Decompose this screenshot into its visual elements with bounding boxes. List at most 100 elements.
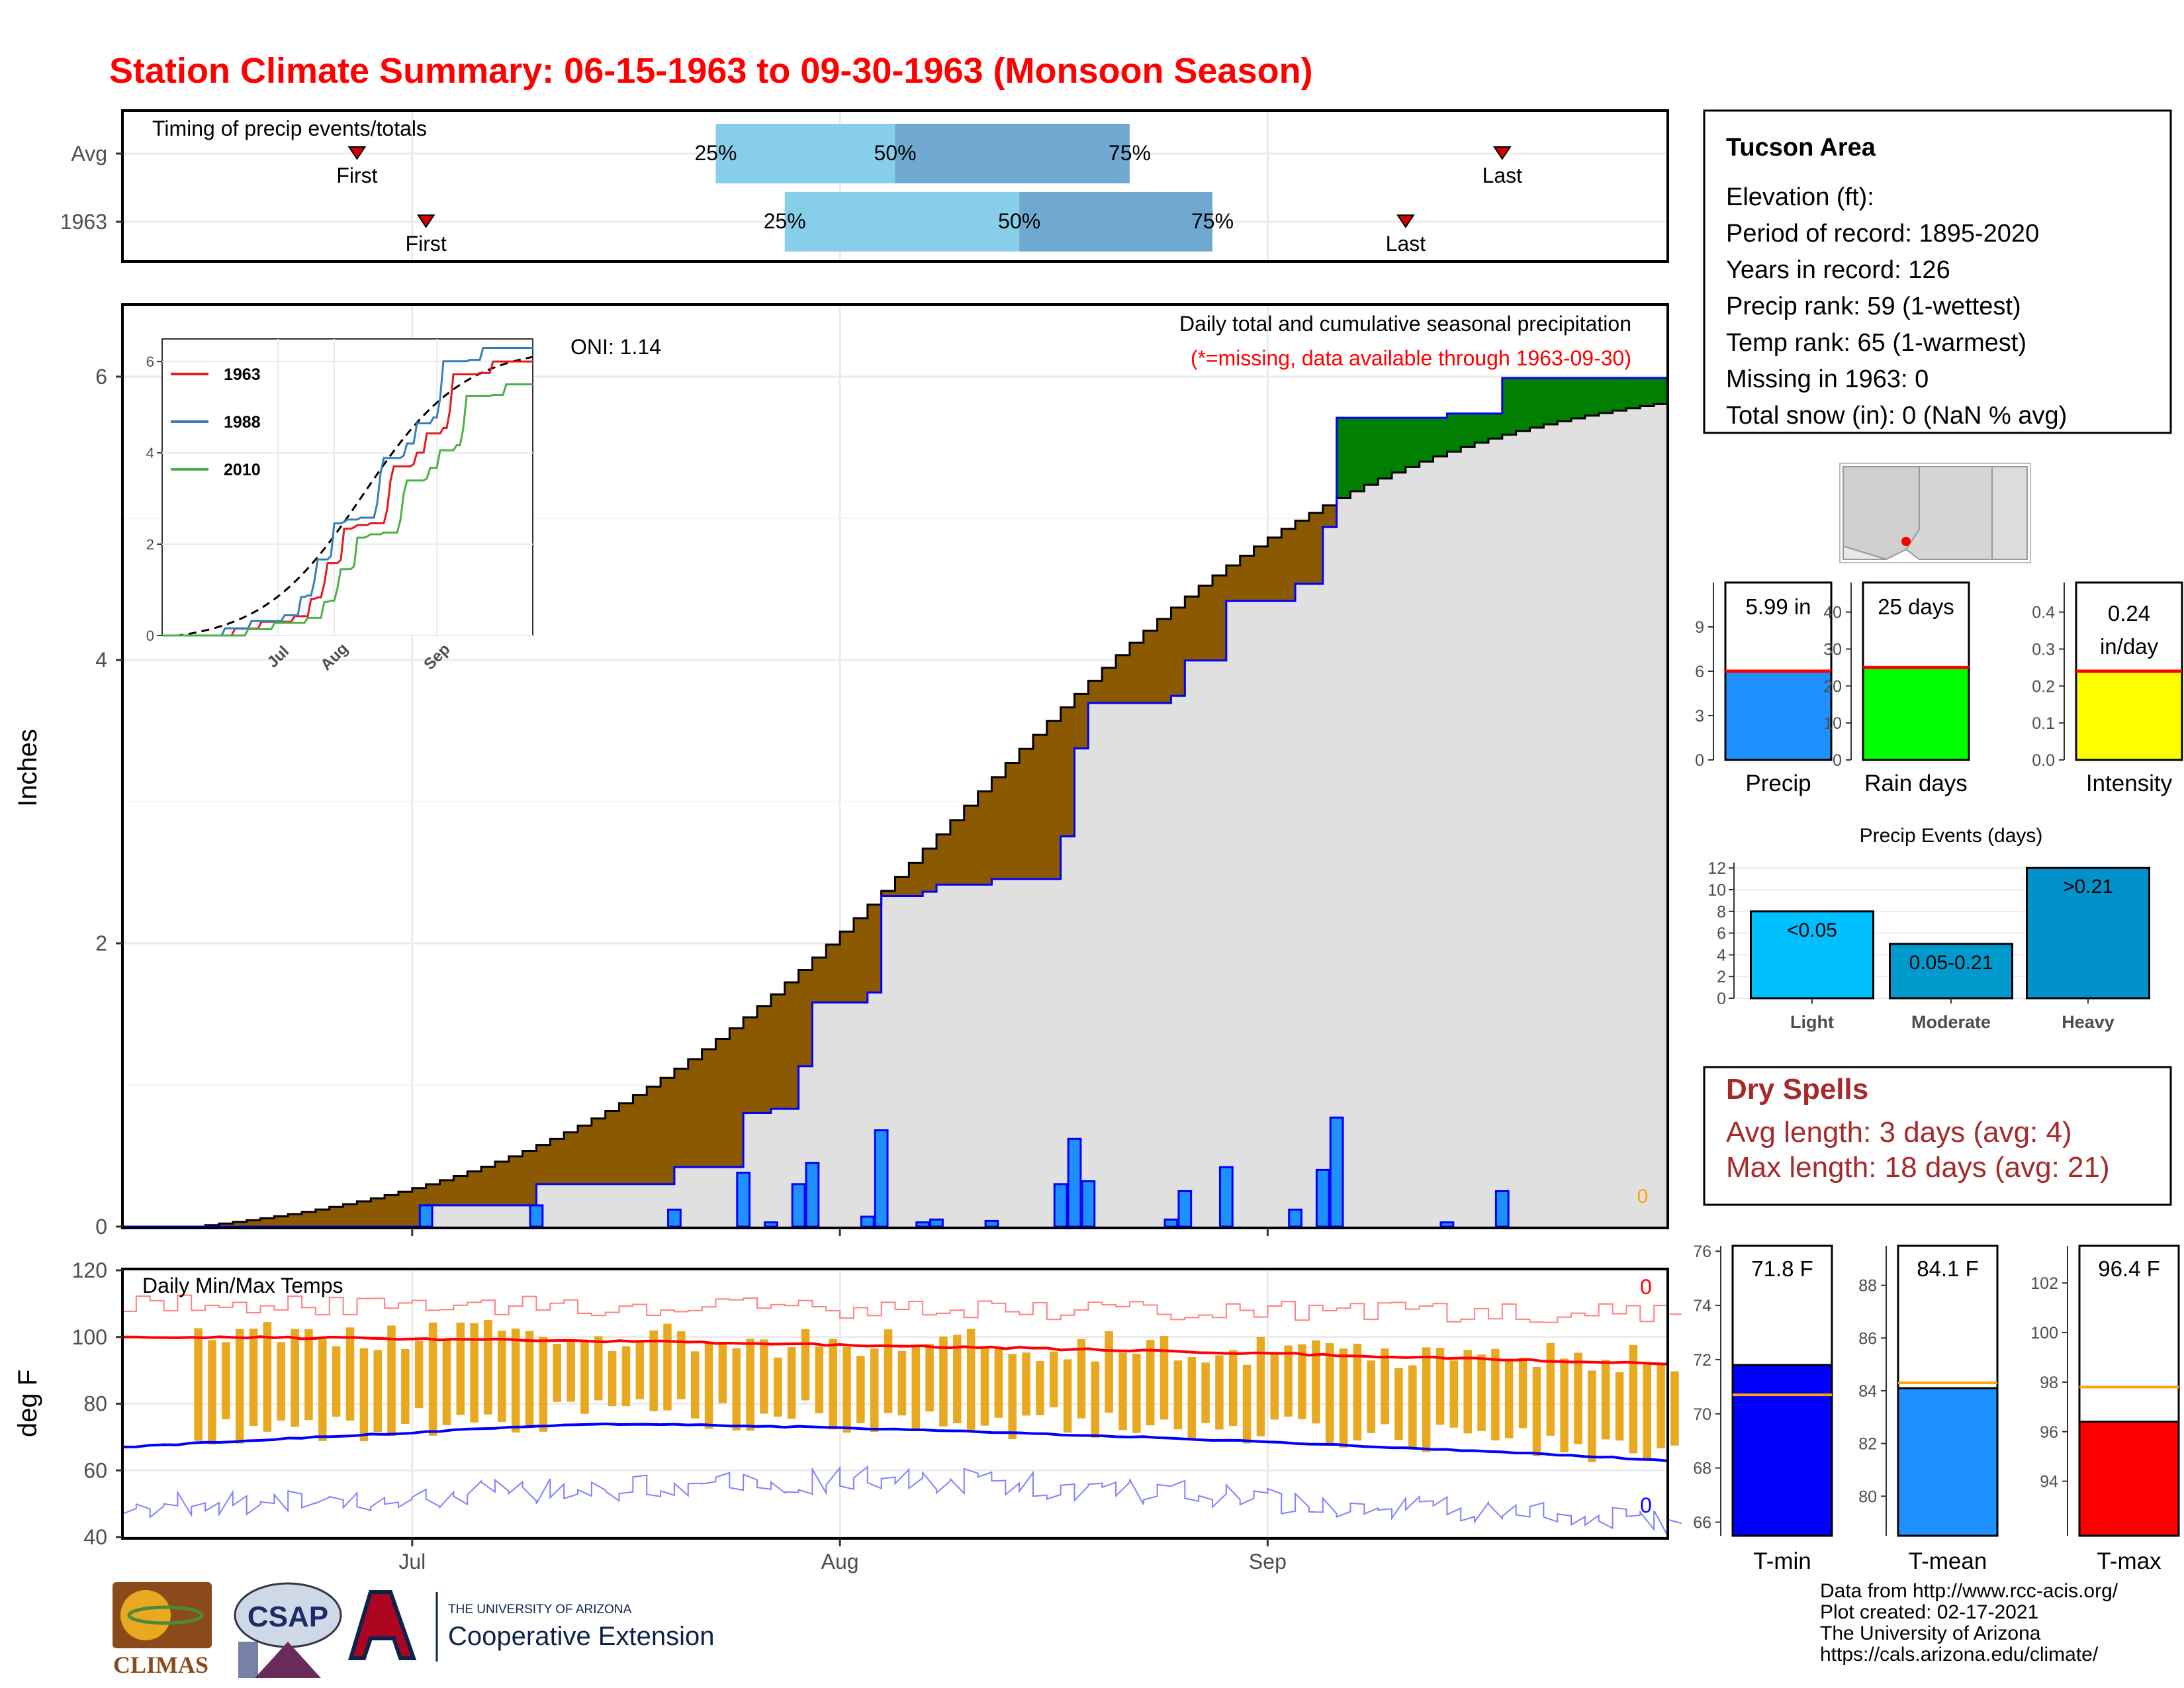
precip-deficit-segment <box>439 1180 454 1205</box>
summary-bar-tick-label: 30 <box>1823 641 1842 659</box>
precip-surplus-segment <box>1571 378 1586 418</box>
temp-record-max-line <box>122 1294 1682 1323</box>
events-y-tick-label: 6 <box>1717 925 1726 943</box>
temp-daily-range-bar <box>553 1344 561 1402</box>
temp-daily-range-bar <box>1229 1350 1238 1427</box>
temp-daily-range-bar <box>1518 1358 1527 1429</box>
precip-deficit-segment <box>784 982 799 1109</box>
timing-p50-label: 50% <box>998 209 1040 233</box>
timing-rows: Avg 25% 50% 75% First Last 1963 25% 50% 75% First L… <box>60 124 1522 256</box>
events-y-tick-label: 10 <box>1707 881 1726 900</box>
precip-deficit-segment <box>467 1171 482 1205</box>
precip-avg-cumulative-line <box>122 402 1669 1228</box>
precip-daily-bar <box>791 1183 806 1228</box>
temp-daily-range-bar <box>567 1340 575 1402</box>
dry-spells-max: Max length: 18 days (avg: 21) <box>1726 1151 2110 1184</box>
temp-daily-range-bar <box>774 1357 782 1417</box>
precip-daily-bar <box>860 1215 875 1228</box>
precip-deficit-segment <box>936 834 951 885</box>
temp-daily-range-bar <box>1298 1344 1306 1419</box>
summary-bar-name: Rain days <box>1864 771 1968 796</box>
csap-logo: CSAP <box>234 1582 342 1678</box>
precip-deficit-segment <box>812 957 827 1003</box>
temp-daily-range-bar <box>608 1350 617 1407</box>
precip-y-tick-label: 2 <box>95 931 107 955</box>
precip-deficit-segment <box>1281 529 1296 601</box>
summary-bar-tick-label: 0.4 <box>2032 604 2055 622</box>
precip-daily-bar <box>667 1208 682 1228</box>
precip-deficit-segment <box>1129 643 1144 704</box>
precip-surplus-segment <box>1543 378 1558 425</box>
temp-daily-range-bar <box>621 1346 631 1407</box>
temp-daily-range-bar <box>994 1348 1003 1418</box>
temp-summary-tick-label: 82 <box>1858 1435 1877 1454</box>
precip-deficit-segment <box>522 1150 537 1205</box>
precip-daily-bar <box>1177 1190 1193 1228</box>
precip-deficit-segment <box>1102 667 1116 704</box>
temp-daily-range-bar <box>1670 1371 1679 1446</box>
temp-summary-tick-label: 98 <box>2040 1374 2058 1392</box>
inset-y-tick-label: 4 <box>146 445 154 461</box>
precip-deficit-segment <box>798 970 813 1066</box>
timing-first-label: First <box>406 232 447 256</box>
precip-surplus-segment <box>1378 418 1392 479</box>
events-category-label: Heavy <box>2062 1012 2115 1032</box>
precip-deficit-segment <box>619 1103 633 1184</box>
temp-daily-range-bar <box>1270 1353 1279 1420</box>
date-x-axis: Jul Aug Sep <box>398 1228 1287 1573</box>
temp-daily-range-bar <box>1077 1338 1086 1419</box>
dry-spells-avg: Avg length: 3 days (avg: 4) <box>1726 1116 2072 1149</box>
timing-first-label: First <box>336 164 377 187</box>
precip-zero-count: 0 <box>1637 1186 1649 1207</box>
inset-legend-label: 1988 <box>224 413 261 432</box>
precip-surplus-segment <box>1350 418 1365 492</box>
temp-y-axis: 40 60 80 100 120 <box>72 1258 122 1549</box>
precip-deficit-segment <box>1005 763 1020 879</box>
timing-bar-25-50 <box>784 192 1020 252</box>
summary-bar-fill <box>2075 670 2183 761</box>
csap-logo-text: CSAP <box>248 1601 328 1633</box>
events-chart-plot: 0 2 4 6 8 10 12 <0.05 Light 0.05-0.21 Moderate >0.2… <box>1707 859 2150 1032</box>
temp-summary-name: T-min <box>1753 1548 1811 1574</box>
temp-daily-range-bar <box>511 1329 520 1433</box>
events-bar-label: 0.05-0.21 <box>1909 952 1993 974</box>
temp-daily-range-bar <box>1187 1356 1196 1440</box>
temp-daily-range-bar <box>1105 1331 1113 1413</box>
summary-bar-tick-label: 9 <box>1695 618 1704 637</box>
temp-daily-range-bar <box>332 1346 341 1417</box>
temp-daily-range-bar <box>1367 1360 1376 1433</box>
precip-deficit-segment <box>1212 575 1227 661</box>
precip-daily-bar <box>1163 1218 1179 1228</box>
precip-deficit-segment <box>881 890 896 896</box>
ua-logo-small-text: THE UNIVERSITY OF ARIZONA <box>448 1603 632 1617</box>
info-box-title: Tucson Area <box>1726 134 1876 162</box>
precip-deficit-segment <box>743 1017 758 1113</box>
temp-daily-range-bar <box>732 1348 741 1430</box>
precip-y-tick-label: 0 <box>95 1215 107 1239</box>
ua-logo: THE UNIVERSITY OF ARIZONA Cooperative Ex… <box>347 1590 714 1662</box>
precip-deficit-segment <box>978 791 993 885</box>
temp-daily-range-bar <box>966 1329 976 1430</box>
precip-surplus-segment <box>1419 418 1434 462</box>
temp-daily-range-bar <box>1422 1347 1431 1452</box>
temp-daily-range-bar <box>1050 1351 1058 1407</box>
summary-bar-tick-label: 3 <box>1695 707 1704 726</box>
climas-logo-ring <box>127 1605 204 1625</box>
csap-logo-mountain <box>255 1642 321 1678</box>
precip-daily-bar <box>1494 1190 1510 1228</box>
temp-daily-range-bar <box>690 1351 700 1419</box>
temp-daily-range-bar <box>718 1342 727 1403</box>
temp-daily-range-bar <box>1381 1348 1389 1425</box>
temp-summary-fill <box>1897 1387 1999 1537</box>
precip-deficit-segment <box>536 1145 551 1184</box>
temp-summary-tick-label: 102 <box>2030 1274 2058 1293</box>
precip-missing-note: (*=missing, data available through 1963-… <box>1191 346 1631 370</box>
temp-daily-range-bar <box>980 1347 989 1426</box>
precip-surplus-segment <box>1364 418 1379 485</box>
temp-record-min-line <box>122 1465 1682 1536</box>
credit-line: https://cals.arizona.edu/climate/ <box>1820 1644 2099 1665</box>
precip-daily-bars <box>418 1116 1510 1228</box>
precip-surplus-segment <box>1584 378 1600 416</box>
precip-deficit-segment <box>923 848 937 892</box>
climas-logo-sun <box>120 1590 171 1640</box>
